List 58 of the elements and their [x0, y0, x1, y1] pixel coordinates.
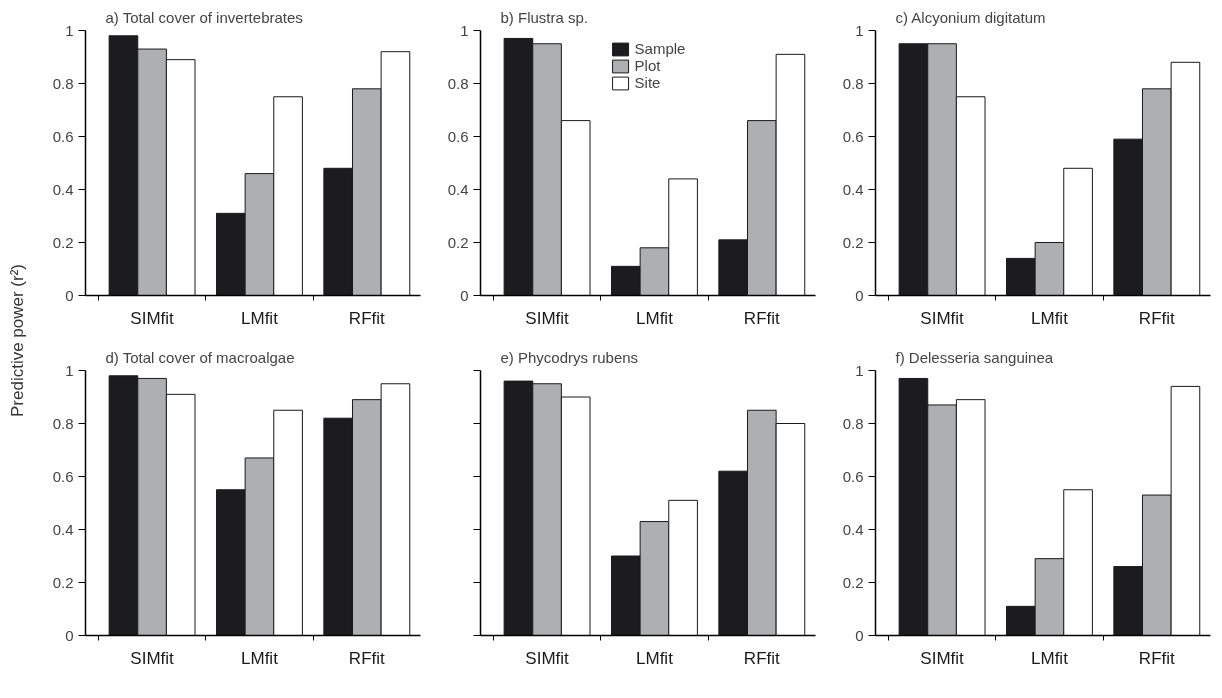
y-tick-label: 0.8 — [52, 414, 74, 432]
y-tick-label: 0 — [855, 626, 864, 644]
chart-title: a) Total cover of invertebrates — [105, 8, 303, 26]
y-tick-label: 0.8 — [52, 74, 74, 92]
y-tick-label: 0 — [855, 286, 864, 304]
chart-title: f) Delesseria sanguinea — [895, 348, 1054, 366]
y-tick-label: 0 — [460, 286, 469, 304]
chart-title: e) Phycodrys rubens — [500, 348, 639, 366]
y-tick-label: 0 — [65, 626, 74, 644]
y-tick-label: 0.2 — [447, 233, 469, 251]
x-tick-label: RFfit — [1138, 308, 1176, 328]
y-tick-label: 0.8 — [447, 74, 469, 92]
x-tick-label: LMfit — [241, 648, 279, 668]
y-tick-label: 0.6 — [52, 467, 74, 485]
y-tick-label: 1 — [855, 361, 864, 379]
x-tick-label: SIMfit — [525, 648, 570, 668]
x-tick-label: RFfit — [348, 648, 386, 668]
y-tick-label: 0.4 — [842, 520, 864, 538]
x-tick-label: RFfit — [348, 308, 386, 328]
x-tick-label: LMfit — [636, 648, 674, 668]
y-tick-label: 0.4 — [842, 180, 864, 198]
x-tick-label: SIMfit — [130, 648, 175, 668]
x-tick-label: LMfit — [636, 308, 674, 328]
legend-label: Sample — [634, 40, 686, 57]
x-tick-label: RFfit — [743, 648, 781, 668]
x-tick-label: RFfit — [1138, 648, 1176, 668]
y-axis-title: Predictive power (r²) — [7, 263, 27, 418]
chart-title: b) Flustra sp. — [500, 8, 589, 26]
legend-label: Site — [634, 74, 661, 91]
y-tick-label: 0.4 — [52, 520, 74, 538]
y-tick-label: 0.4 — [447, 180, 469, 198]
x-tick-label: SIMfit — [130, 308, 175, 328]
y-tick-label: 0.2 — [52, 233, 74, 251]
y-tick-label: 0.8 — [842, 74, 864, 92]
y-tick-label: 0.6 — [52, 127, 74, 145]
y-tick-label: 1 — [65, 361, 74, 379]
legend-label: Plot — [634, 57, 661, 74]
y-tick-label: 0 — [65, 286, 74, 304]
x-tick-label: SIMfit — [920, 648, 965, 668]
y-tick-label: 1 — [460, 21, 469, 39]
y-tick-label: 0.2 — [52, 573, 74, 591]
y-tick-label: 0.8 — [842, 414, 864, 432]
y-tick-label: 0.6 — [842, 127, 864, 145]
x-tick-label: SIMfit — [920, 308, 965, 328]
y-tick-label: 1 — [855, 21, 864, 39]
y-tick-label: 0.6 — [842, 467, 864, 485]
x-tick-label: SIMfit — [525, 308, 570, 328]
chart-title: c) Alcyonium digitatum — [895, 8, 1046, 26]
chart-title: d) Total cover of macroalgae — [105, 348, 295, 366]
y-tick-label: 0.4 — [52, 180, 74, 198]
x-tick-label: LMfit — [1031, 308, 1069, 328]
x-tick-label: LMfit — [241, 308, 279, 328]
y-tick-label: 1 — [65, 21, 74, 39]
y-tick-label: 0.2 — [842, 233, 864, 251]
y-tick-label: 0.6 — [447, 127, 469, 145]
x-tick-label: RFfit — [743, 308, 781, 328]
y-tick-label: 0.2 — [842, 573, 864, 591]
x-tick-label: LMfit — [1031, 648, 1069, 668]
